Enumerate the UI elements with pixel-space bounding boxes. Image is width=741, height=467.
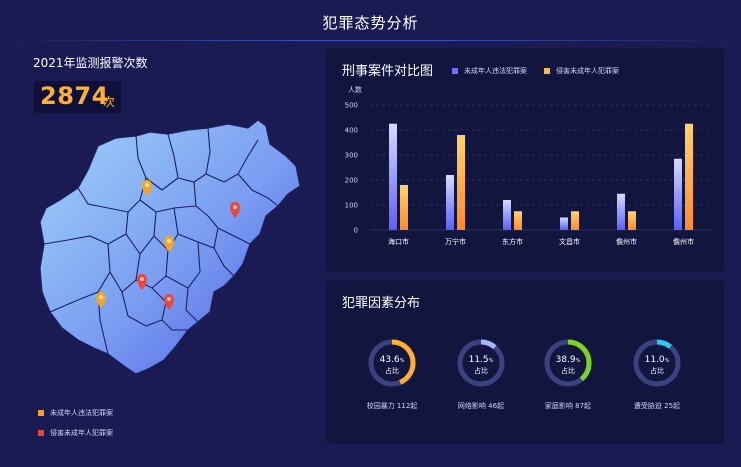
y-axis-label: 人数 xyxy=(348,85,362,94)
ring-percent: 11.5% xyxy=(469,355,494,365)
x-tick-label: 海口市 xyxy=(388,237,409,246)
map-marker-red[interactable] xyxy=(137,274,147,290)
bar-series2[interactable] xyxy=(628,211,636,230)
ring-progress[interactable] xyxy=(544,339,592,387)
map-marker-orange[interactable] xyxy=(96,292,106,308)
ring-sublabel: 占比 xyxy=(385,366,399,375)
y-tick-label: 300 xyxy=(345,152,358,160)
map-marker-red[interactable] xyxy=(230,202,240,218)
bar-series2[interactable] xyxy=(514,211,522,230)
map-marker-red[interactable] xyxy=(164,294,174,310)
alarm-count-unit: 次 xyxy=(103,95,116,109)
map-marker-orange[interactable] xyxy=(164,236,174,252)
map-legend-juvenile: 未成年人违法犯罪案 xyxy=(38,408,113,418)
map-marker-orange[interactable] xyxy=(142,180,152,196)
y-tick-label: 200 xyxy=(345,177,358,185)
legend-swatch-blue xyxy=(452,68,458,74)
bar-series1[interactable] xyxy=(503,200,511,230)
legend-swatch-orange xyxy=(38,410,44,416)
ring-caption: 网络影响 46起 xyxy=(457,402,505,410)
ring-percent: 11.0% xyxy=(645,355,670,365)
bar-chart-panel: 刑事案件对比图 未成年人违法犯罪案 侵害未成年人犯罪案 人数 0 100 200 300… xyxy=(326,48,724,272)
ring-sublabel: 占比 xyxy=(650,366,664,375)
bar-series1[interactable] xyxy=(617,193,625,230)
map-district-borders xyxy=(43,127,279,355)
x-tick-label: 儋州市 xyxy=(673,237,694,246)
ring-caption: 家庭影响 87起 xyxy=(544,402,592,410)
ring-sublabel: 占比 xyxy=(561,366,575,375)
alarm-count-value: 2874 xyxy=(40,82,109,110)
legend-swatch-red xyxy=(38,430,44,436)
bar-series2[interactable] xyxy=(400,185,408,230)
region-map-svg xyxy=(39,119,301,375)
factor-panel: 犯罪因素分布 43.6% 占比 11.5% 占比 38.9% 占比 11.0% 占比 校园暴力… xyxy=(326,280,724,444)
ring-progress[interactable] xyxy=(633,339,681,387)
x-tick-label: 儋州市 xyxy=(616,237,637,246)
y-tick-label: 500 xyxy=(345,102,358,110)
bar-chart: 人数 0 100 200 300 400 500 海口市 万宁市 东方市 文昌市 儋州市 儋州市 xyxy=(345,85,712,246)
bar-series1[interactable] xyxy=(389,123,397,230)
y-tick-label: 400 xyxy=(345,127,358,135)
legend-swatch-yellow xyxy=(544,68,550,74)
bar-series1[interactable] xyxy=(674,158,682,230)
ring-sublabel: 占比 xyxy=(474,366,488,375)
bar-series1[interactable] xyxy=(560,217,568,231)
ring-progress[interactable] xyxy=(368,339,416,387)
ring-progress[interactable] xyxy=(457,339,505,387)
y-tick-label: 100 xyxy=(345,202,358,210)
bar-chart-title: 刑事案件对比图 xyxy=(342,64,434,79)
alarm-count-title: 2021年监测报警次数 xyxy=(33,56,148,70)
factor-panel-title: 犯罪因素分布 xyxy=(342,296,421,311)
region-map[interactable] xyxy=(38,116,303,378)
bar-series2[interactable] xyxy=(457,135,465,230)
bar-legend-series2: 侵害未成年人犯罪案 xyxy=(544,66,619,76)
bar-series2[interactable] xyxy=(685,123,693,230)
bar-legend-series1: 未成年人违法犯罪案 xyxy=(452,66,527,76)
ring-caption: 校园暴力 112起 xyxy=(366,402,418,410)
map-legend-victim: 侵害未成年人犯罪案 xyxy=(38,428,113,438)
x-tick-label: 东方市 xyxy=(502,237,523,246)
y-tick-label: 0 xyxy=(354,227,358,235)
x-tick-label: 万宁市 xyxy=(445,237,466,246)
bar-series2[interactable] xyxy=(571,211,579,230)
ring-percent: 38.9% xyxy=(556,355,581,365)
bar-series1[interactable] xyxy=(446,175,454,230)
alarm-count-box: 2874 次 xyxy=(34,81,121,113)
ring-caption: 遭受胁迫 25起 xyxy=(633,402,681,410)
x-tick-label: 文昌市 xyxy=(559,237,580,246)
page-title: 犯罪态势分析 xyxy=(322,14,419,32)
ring-percent: 43.6% xyxy=(380,355,405,365)
title-divider xyxy=(0,40,741,41)
